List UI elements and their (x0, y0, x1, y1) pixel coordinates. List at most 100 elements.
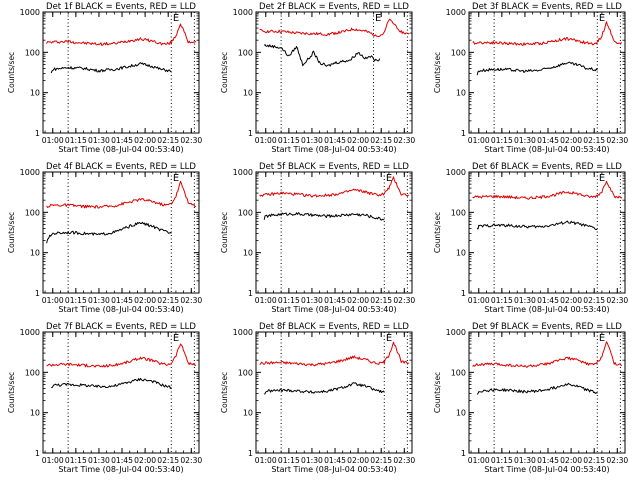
x-tick-label: 02:15 (583, 456, 605, 465)
x-tick-label: 02:30 (393, 296, 415, 305)
time-marker-label: E (173, 173, 179, 184)
chart-title: Det 1f BLACK = Events, RED = LLD (46, 2, 196, 12)
x-tick-label: 01:45 (324, 136, 346, 145)
plot-frame (42, 331, 200, 454)
x-tick-label: 02:00 (134, 136, 156, 145)
time-marker-label: E (599, 173, 605, 184)
y-tick-label: 10 (243, 89, 253, 98)
time-marker-label: E (173, 13, 179, 24)
series-line-events (476, 382, 598, 395)
time-marker-label: E (386, 173, 392, 184)
x-axis-label: Start Time (08-Jul-04 00:53:40) (484, 305, 609, 314)
x-axis-label: Start Time (08-Jul-04 00:53:40) (271, 305, 396, 314)
x-tick-label: 02:15 (157, 296, 179, 305)
x-tick-label: 01:30 (301, 296, 323, 305)
chart-title: Det 6f BLACK = Events, RED = LLD (472, 162, 622, 172)
y-tick-label: 1000 (20, 328, 40, 337)
plot-frame (255, 331, 413, 454)
x-tick-label: 01:45 (537, 296, 559, 305)
x-tick-label: 01:00 (255, 296, 277, 305)
x-tick-label: 02:30 (180, 136, 202, 145)
x-axis-label: Start Time (08-Jul-04 00:53:40) (271, 465, 396, 474)
x-tick-label: 01:45 (111, 136, 133, 145)
series-line-events (263, 212, 385, 221)
y-axis-label: Counts/sec (7, 52, 16, 93)
y-tick-label: 100 (25, 368, 40, 377)
x-tick-label: 01:45 (537, 136, 559, 145)
y-tick-label: 100 (451, 368, 466, 377)
series-line-lld (46, 343, 197, 368)
y-tick-label: 10 (456, 89, 466, 98)
x-tick-label: 01:15 (65, 296, 87, 305)
series-line-lld (472, 341, 623, 368)
y-tick-label: 10 (243, 249, 253, 258)
x-tick-label: 02:00 (347, 456, 369, 465)
chart-panel-det-8: Det 8f BLACK = Events, RED = LLD 1 10 100 10… (220, 322, 415, 474)
x-axis-label: Start Time (08-Jul-04 00:53:40) (58, 465, 183, 474)
x-tick-label: 01:30 (88, 136, 110, 145)
x-tick-label: 01:00 (42, 296, 64, 305)
plot-frame (468, 11, 626, 134)
chart-panel-det-4: Det 4f BLACK = Events, RED = LLD 1 10 100 10… (7, 162, 202, 314)
x-tick-label: 02:15 (157, 456, 179, 465)
x-tick-label: 01:15 (491, 456, 513, 465)
series-line-events (476, 220, 598, 230)
x-tick-label: 02:15 (157, 136, 179, 145)
y-tick-label: 1 (35, 129, 40, 138)
y-tick-label: 100 (25, 48, 40, 57)
series-line-lld (46, 180, 197, 209)
chart-panel-det-6: Det 6f BLACK = Events, RED = LLD 1 10 100 10… (433, 162, 628, 314)
x-tick-label: 01:15 (278, 136, 300, 145)
y-tick-label: 100 (238, 48, 253, 57)
y-tick-label: 1000 (20, 168, 40, 177)
y-tick-label: 100 (451, 48, 466, 57)
y-tick-label: 10 (456, 249, 466, 258)
x-tick-label: 02:00 (347, 296, 369, 305)
chart-title: Det 8f BLACK = Events, RED = LLD (259, 322, 409, 332)
chart-panel-det-5: Det 5f BLACK = Events, RED = LLD 1 10 100 10… (220, 162, 415, 314)
x-tick-label: 01:15 (65, 136, 87, 145)
y-tick-label: 10 (456, 409, 466, 418)
x-tick-label: 02:30 (180, 456, 202, 465)
chart-panel-det-2: Det 2f BLACK = Events, RED = LLD 1 10 100 10… (220, 2, 415, 154)
y-tick-label: 100 (238, 368, 253, 377)
x-axis-label: Start Time (08-Jul-04 00:53:40) (58, 305, 183, 314)
y-tick-label: 1000 (446, 8, 466, 17)
plot-frame (468, 171, 626, 294)
y-axis-label: Counts/sec (433, 372, 442, 413)
chart-title: Det 4f BLACK = Events, RED = LLD (46, 162, 196, 172)
y-tick-label: 100 (25, 208, 40, 217)
y-tick-label: 10 (30, 409, 40, 418)
time-marker-label: E (386, 333, 392, 344)
x-tick-label: 02:00 (560, 456, 582, 465)
y-tick-label: 100 (451, 208, 466, 217)
y-tick-label: 1 (248, 449, 253, 458)
time-marker-label: E (375, 13, 381, 24)
x-tick-label: 01:30 (514, 136, 536, 145)
x-tick-label: 01:15 (491, 136, 513, 145)
y-axis-label: Counts/sec (7, 372, 16, 413)
series-line-events (263, 382, 385, 395)
x-tick-label: 01:45 (111, 296, 133, 305)
chart-title: Det 2f BLACK = Events, RED = LLD (259, 2, 409, 12)
y-tick-label: 10 (30, 89, 40, 98)
y-axis-label: Counts/sec (433, 52, 442, 93)
series-line-lld (472, 180, 623, 200)
x-tick-label: 02:00 (560, 296, 582, 305)
x-axis-label: Start Time (08-Jul-04 00:53:40) (484, 465, 609, 474)
x-tick-label: 01:00 (42, 136, 64, 145)
x-tick-label: 01:00 (468, 296, 490, 305)
x-tick-label: 01:30 (88, 296, 110, 305)
x-tick-label: 01:00 (468, 456, 490, 465)
series-line-lld (259, 341, 410, 367)
time-marker-label: E (599, 13, 605, 24)
x-tick-label: 02:15 (370, 136, 392, 145)
y-tick-label: 1000 (20, 8, 40, 17)
x-tick-label: 02:00 (134, 296, 156, 305)
y-tick-label: 1000 (233, 328, 253, 337)
chart-title: Det 5f BLACK = Events, RED = LLD (259, 162, 409, 172)
x-tick-label: 01:45 (324, 296, 346, 305)
x-tick-label: 02:00 (134, 456, 156, 465)
series-line-events (263, 44, 381, 67)
